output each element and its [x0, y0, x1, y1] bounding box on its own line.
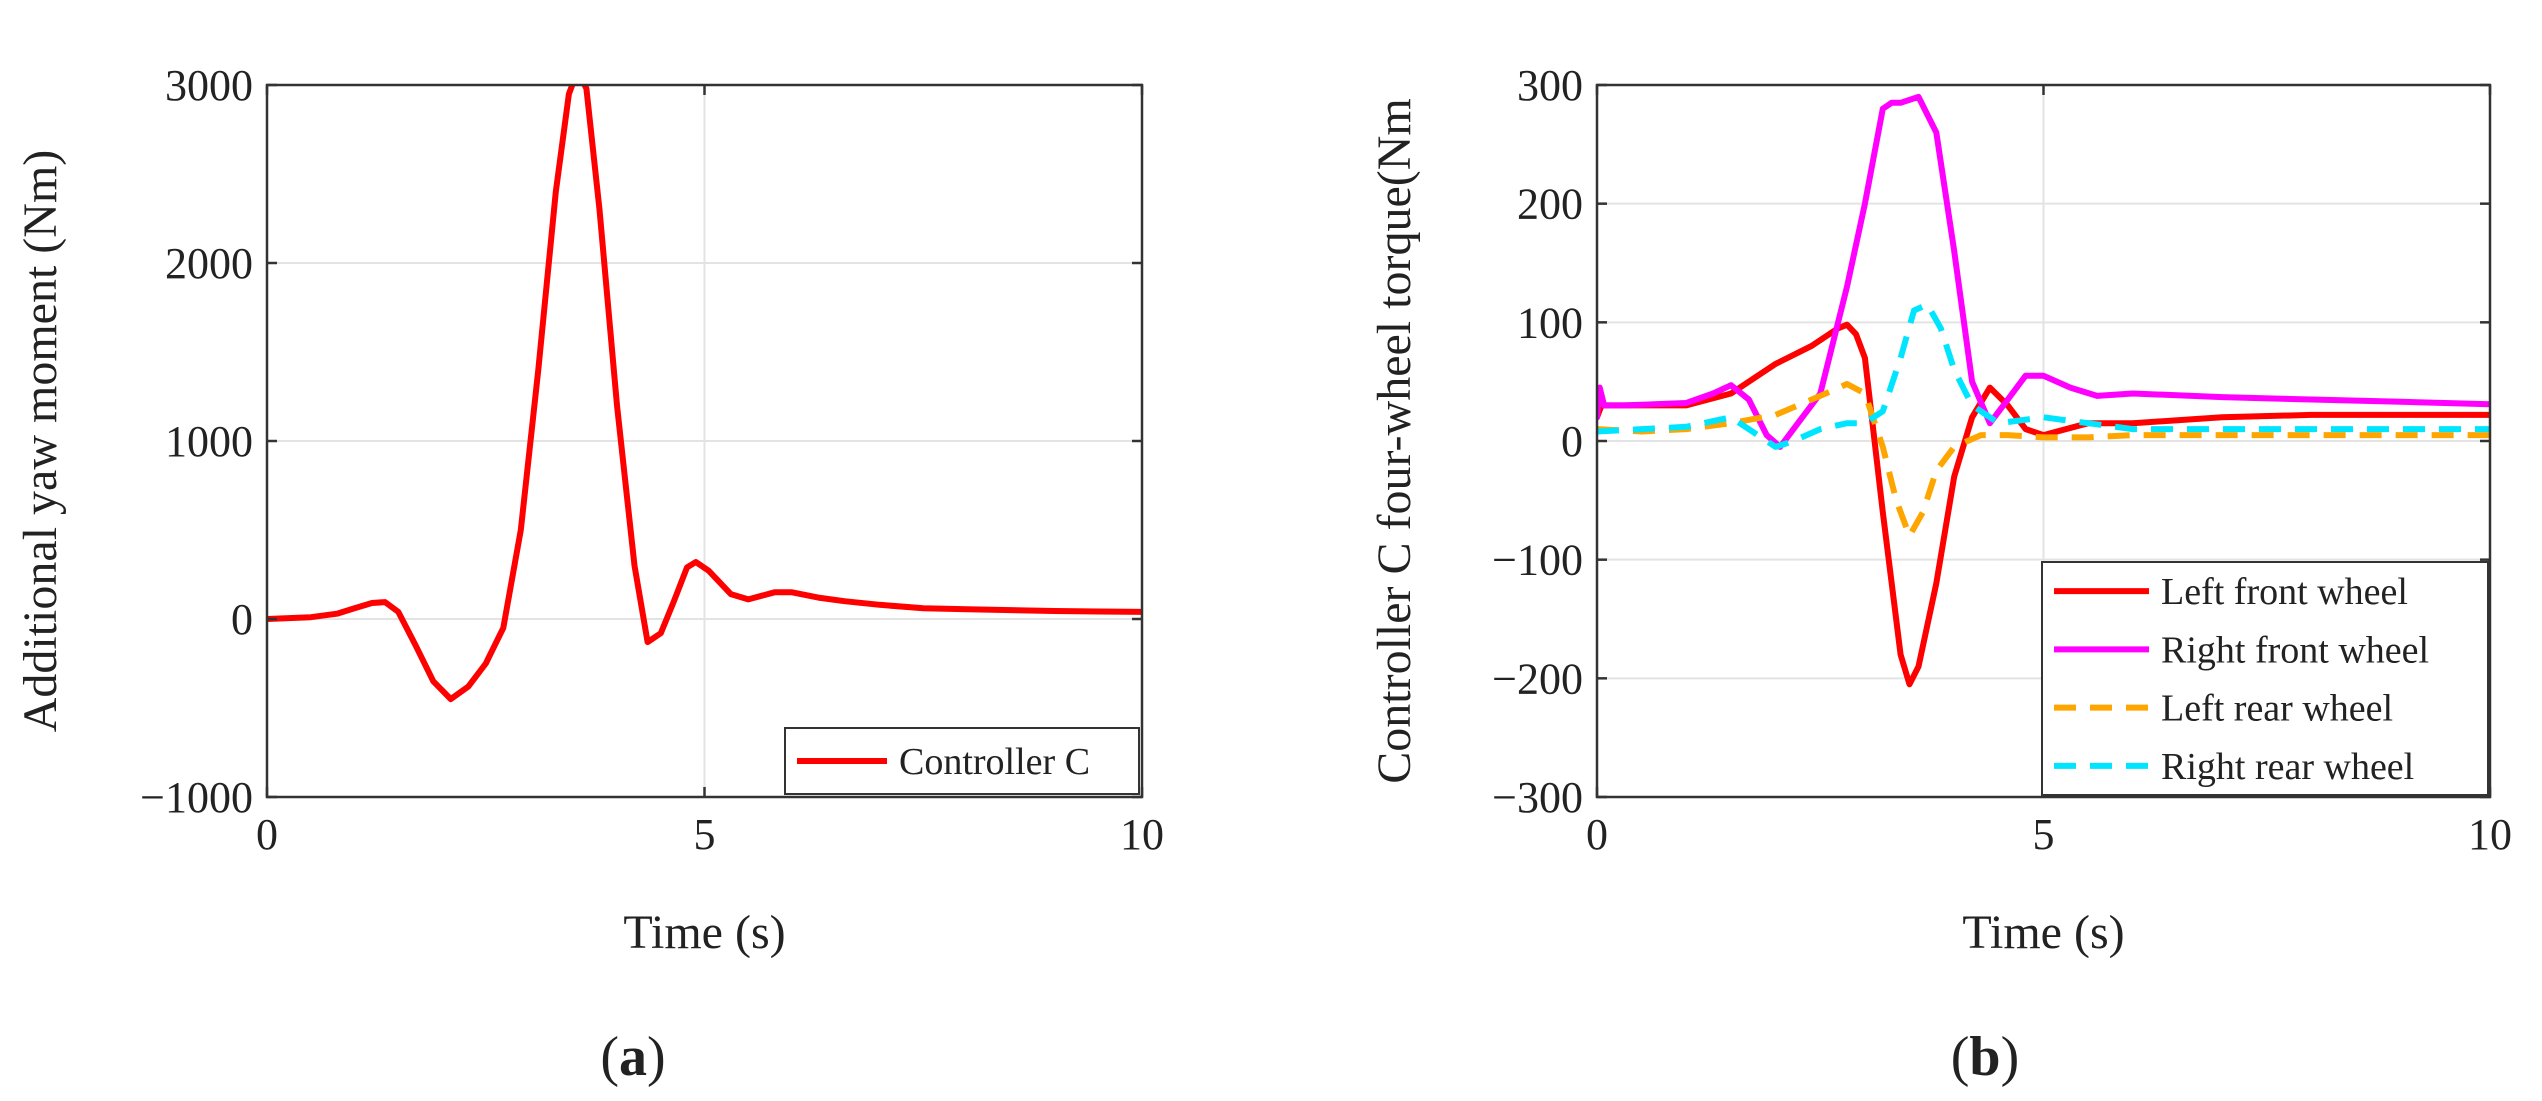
- legend-label-3: Left rear wheel: [2161, 688, 2393, 730]
- series-line-1: [267, 85, 1142, 703]
- legend-label-4: Right rear wheel: [2161, 746, 2414, 788]
- y-tick-label: −1000: [140, 773, 253, 822]
- panel-label-open: (: [600, 1026, 619, 1088]
- panel-label: (a): [600, 1026, 665, 1088]
- series-line-1: [1597, 321, 2490, 688]
- y-tick-label: −300: [1492, 773, 1583, 822]
- x-tick-label: 0: [256, 810, 278, 859]
- series-line-3: [1597, 381, 2490, 539]
- panel-label: (b): [1951, 1026, 2019, 1088]
- x-tick-label: 5: [2033, 810, 2055, 859]
- panel-label-close: ): [2001, 1026, 2020, 1088]
- x-tick-label: 5: [694, 810, 716, 859]
- panel-label-letter: a: [619, 1026, 647, 1088]
- legend-box: [2041, 561, 2489, 796]
- y-axis-label: Controller C four-wheel torque(Nm: [1368, 98, 1421, 784]
- y-tick-label: 200: [1517, 180, 1583, 229]
- legend-label-1: Left front wheel: [2161, 571, 2408, 613]
- legend-label-2: Right front wheel: [2161, 629, 2429, 671]
- y-tick-label: 0: [231, 595, 253, 644]
- x-tick-label: 10: [2468, 810, 2512, 859]
- y-tick-label: 3000: [165, 61, 253, 110]
- y-tick-label: 2000: [165, 239, 253, 288]
- chart-b: 0 5 10 −300 −200 −100 0 100 200 300 Time (s) Contro…: [1368, 61, 2512, 1088]
- series-line-4: [1597, 301, 2490, 450]
- x-axis-label: Time (s): [623, 906, 785, 959]
- x-tick-label: 0: [1586, 810, 1608, 859]
- legend-label-1: Controller C: [899, 741, 1090, 783]
- x-axis-label: Time (s): [1962, 906, 2124, 959]
- y-tick-label: 100: [1517, 298, 1583, 347]
- series-line-2: [1597, 93, 2490, 450]
- panel-label-letter: b: [1969, 1026, 2000, 1088]
- x-tick-label: 10: [1120, 810, 1164, 859]
- y-tick-label: 0: [1561, 417, 1583, 466]
- y-tick-label: 1000: [165, 417, 253, 466]
- y-tick-label: −200: [1492, 654, 1583, 703]
- panel-label-open: (: [1951, 1026, 1970, 1088]
- y-axis-label: Additional yaw moment (Nm): [14, 150, 67, 733]
- y-tick-label: −100: [1492, 536, 1583, 585]
- y-tick-label: 300: [1517, 61, 1583, 110]
- panel-label-close: ): [647, 1026, 666, 1088]
